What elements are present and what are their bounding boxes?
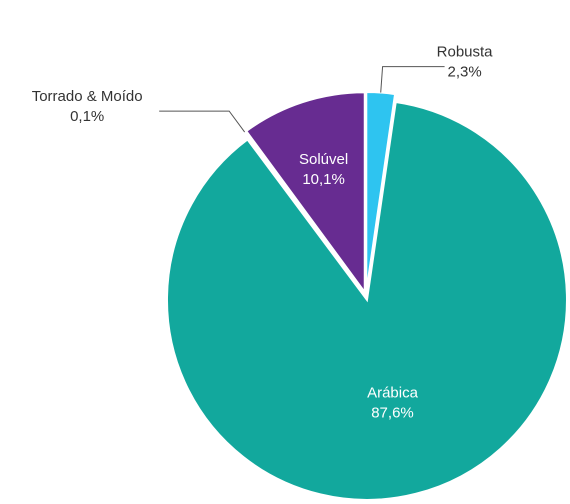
leader-line-torrado-moido [159,110,246,133]
slice-label-soluvel: Solúvel [299,151,348,168]
slice-label-arabica: Arábica [367,385,419,402]
leader-line-robusta [380,66,445,93]
leader-lines [159,66,445,133]
pie-slice-arabica [165,100,568,501]
slice-value-arabica: 87,6% [371,405,414,422]
slice-value-soluvel: 10,1% [302,171,345,188]
pie-slices [165,91,568,501]
slice-label-robusta: Robusta [437,44,494,61]
pie-slice-soluvel [244,91,366,296]
slice-labels: Robusta 2,3% Arábica 87,6% Torrado & Moído 0,… [32,44,493,422]
slice-label-torrado-moido: Torrado & Moído [32,88,143,105]
slice-value-robusta: 2,3% [447,64,481,81]
slice-value-torrado-moido: 0,1% [70,108,104,125]
